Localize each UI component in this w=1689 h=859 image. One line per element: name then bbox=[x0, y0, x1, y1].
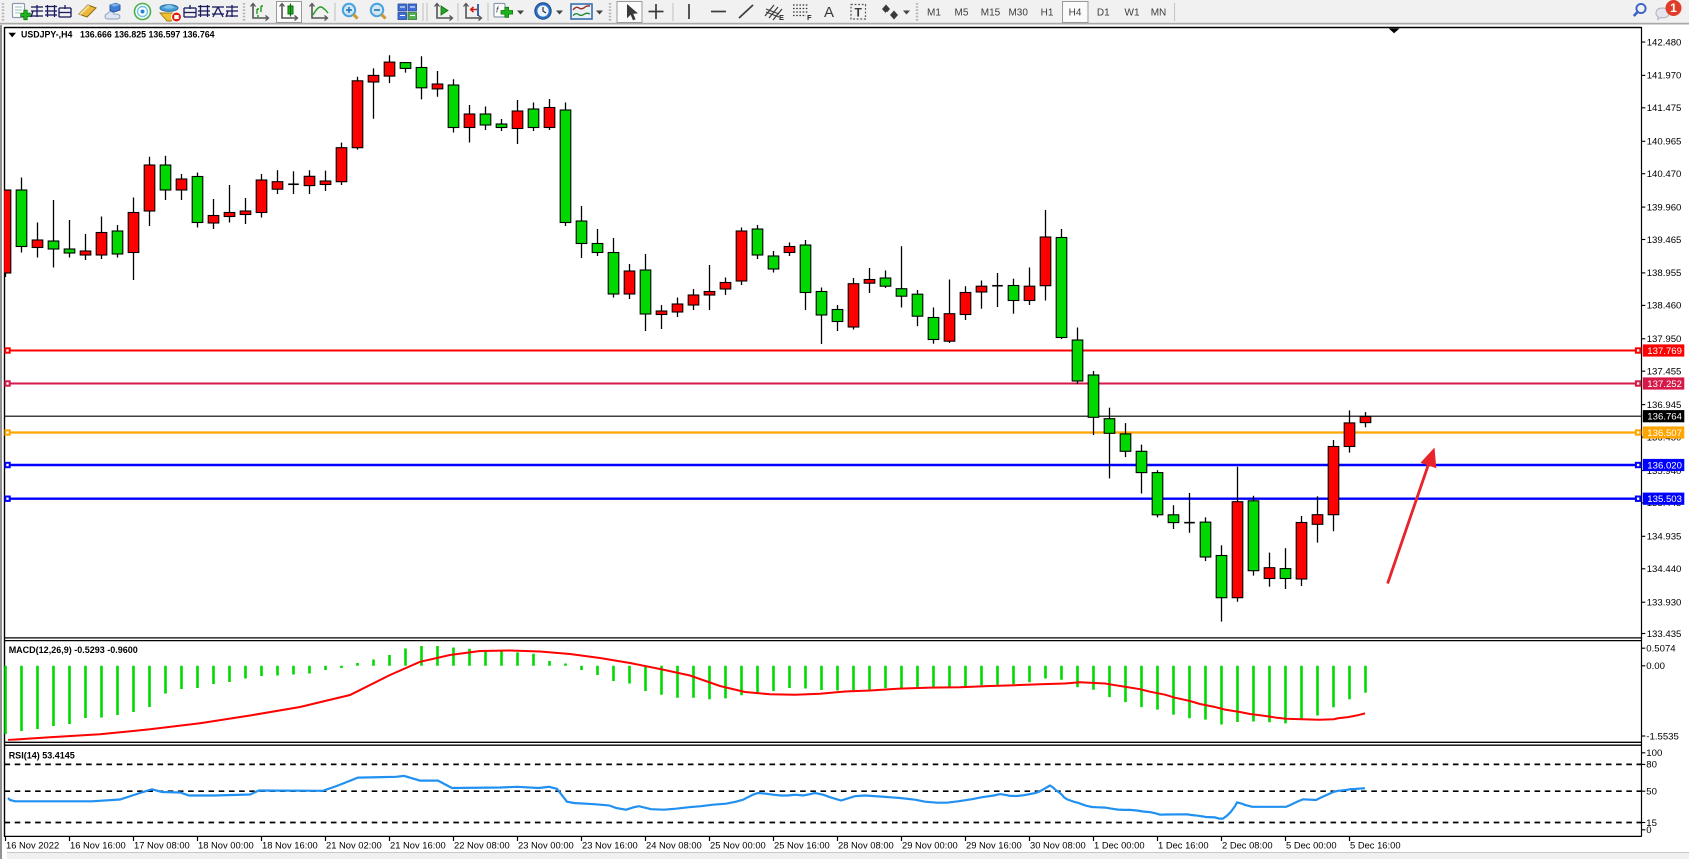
svg-text:f: f bbox=[496, 5, 500, 15]
svg-text:18 Nov 00:00: 18 Nov 00:00 bbox=[198, 840, 254, 851]
svg-text:16 Nov 16:00: 16 Nov 16:00 bbox=[70, 840, 126, 851]
svg-text:MN: MN bbox=[1151, 7, 1167, 18]
svg-text:136.764: 136.764 bbox=[1647, 412, 1682, 423]
svg-text:133.930: 133.930 bbox=[1647, 598, 1682, 609]
svg-text:F: F bbox=[807, 13, 812, 22]
svg-text:1 Dec 16:00: 1 Dec 16:00 bbox=[1158, 840, 1209, 851]
svg-text:T: T bbox=[855, 6, 863, 20]
svg-text:H4: H4 bbox=[1069, 7, 1082, 18]
svg-text:136.020: 136.020 bbox=[1647, 460, 1682, 471]
svg-text:140.965: 140.965 bbox=[1647, 137, 1682, 148]
svg-text:137.252: 137.252 bbox=[1647, 379, 1682, 390]
svg-text:138.955: 138.955 bbox=[1647, 268, 1682, 279]
svg-text:141.970: 141.970 bbox=[1647, 71, 1682, 82]
svg-text:22 Nov 08:00: 22 Nov 08:00 bbox=[454, 840, 510, 851]
svg-text:135.503: 135.503 bbox=[1647, 494, 1682, 505]
svg-text:E: E bbox=[779, 13, 784, 22]
svg-text:23 Nov 16:00: 23 Nov 16:00 bbox=[582, 840, 638, 851]
svg-text:141.475: 141.475 bbox=[1647, 103, 1682, 114]
svg-text:135.940: 135.940 bbox=[1647, 466, 1682, 477]
svg-text:142.480: 142.480 bbox=[1647, 37, 1682, 48]
svg-text:136.666 136.825 136.597 136.76: 136.666 136.825 136.597 136.764 bbox=[80, 29, 215, 39]
svg-text:29 Nov 16:00: 29 Nov 16:00 bbox=[966, 840, 1022, 851]
svg-text:0.5074: 0.5074 bbox=[1646, 644, 1676, 655]
svg-text:137.455: 137.455 bbox=[1647, 367, 1682, 378]
svg-text:1 Dec 00:00: 1 Dec 00:00 bbox=[1094, 840, 1145, 851]
svg-text:140.470: 140.470 bbox=[1647, 169, 1682, 180]
svg-text:136.507: 136.507 bbox=[1647, 428, 1682, 439]
svg-text:25 Nov 00:00: 25 Nov 00:00 bbox=[710, 840, 766, 851]
svg-text:M15: M15 bbox=[981, 7, 1001, 18]
svg-text:136.945: 136.945 bbox=[1647, 400, 1682, 411]
svg-text:USDJPY-,H4: USDJPY-,H4 bbox=[21, 29, 72, 39]
svg-text:M1: M1 bbox=[927, 7, 941, 18]
svg-text:1: 1 bbox=[1670, 1, 1677, 15]
svg-text:5 Dec 16:00: 5 Dec 16:00 bbox=[1350, 840, 1401, 851]
svg-text:50: 50 bbox=[1646, 787, 1657, 798]
svg-text:H1: H1 bbox=[1041, 7, 1054, 18]
svg-text:0: 0 bbox=[1646, 825, 1651, 836]
svg-text:30 Nov 08:00: 30 Nov 08:00 bbox=[1030, 840, 1086, 851]
svg-text:M30: M30 bbox=[1008, 7, 1028, 18]
svg-text:80: 80 bbox=[1646, 760, 1657, 771]
svg-text:137.769: 137.769 bbox=[1647, 346, 1682, 357]
svg-text:23 Nov 00:00: 23 Nov 00:00 bbox=[518, 840, 574, 851]
svg-text:5 Dec 00:00: 5 Dec 00:00 bbox=[1286, 840, 1337, 851]
svg-text:M5: M5 bbox=[955, 7, 969, 18]
svg-text:100: 100 bbox=[1646, 748, 1662, 759]
svg-text:138.460: 138.460 bbox=[1647, 301, 1682, 312]
svg-text:RSI(14) 53.4145: RSI(14) 53.4145 bbox=[9, 750, 75, 760]
svg-text:MACD(12,26,9) -0.5293 -0.9600: MACD(12,26,9) -0.5293 -0.9600 bbox=[9, 645, 138, 655]
svg-text:29 Nov 00:00: 29 Nov 00:00 bbox=[902, 840, 958, 851]
svg-text:28 Nov 08:00: 28 Nov 08:00 bbox=[838, 840, 894, 851]
svg-text:18 Nov 16:00: 18 Nov 16:00 bbox=[262, 840, 318, 851]
svg-text:133.435: 133.435 bbox=[1647, 629, 1682, 640]
svg-text:A: A bbox=[824, 4, 834, 21]
svg-text:16 Nov 2022: 16 Nov 2022 bbox=[6, 840, 59, 851]
svg-text:134.440: 134.440 bbox=[1647, 564, 1682, 575]
svg-text:15: 15 bbox=[1646, 818, 1657, 829]
svg-text:D1: D1 bbox=[1097, 7, 1110, 18]
svg-text:0.00: 0.00 bbox=[1646, 661, 1665, 672]
svg-text:25 Nov 16:00: 25 Nov 16:00 bbox=[774, 840, 830, 851]
svg-text:17 Nov 08:00: 17 Nov 08:00 bbox=[134, 840, 190, 851]
svg-text:-1.5535: -1.5535 bbox=[1646, 731, 1679, 742]
svg-text:139.960: 139.960 bbox=[1647, 202, 1682, 213]
svg-text:139.465: 139.465 bbox=[1647, 235, 1682, 246]
svg-text:21 Nov 02:00: 21 Nov 02:00 bbox=[326, 840, 382, 851]
svg-text:21 Nov 16:00: 21 Nov 16:00 bbox=[390, 840, 446, 851]
svg-text:134.935: 134.935 bbox=[1647, 532, 1682, 543]
svg-text:137.950: 137.950 bbox=[1647, 334, 1682, 345]
svg-text:W1: W1 bbox=[1125, 7, 1140, 18]
svg-text:2 Dec 08:00: 2 Dec 08:00 bbox=[1222, 840, 1273, 851]
svg-text:24 Nov 08:00: 24 Nov 08:00 bbox=[646, 840, 702, 851]
